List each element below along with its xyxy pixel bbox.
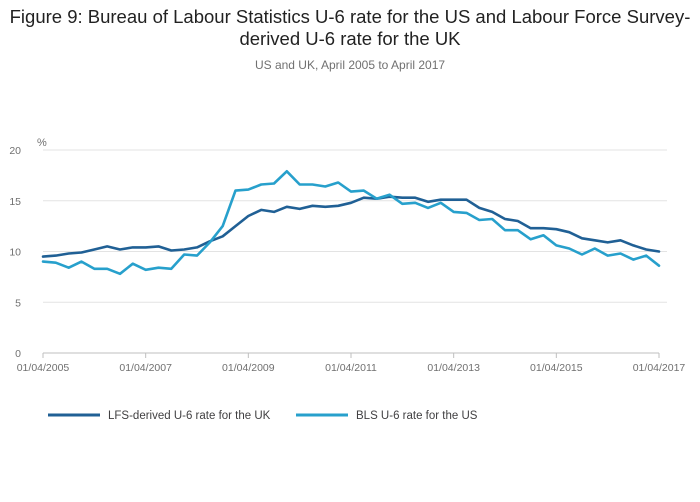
legend-item[interactable]: LFS-derived U-6 rate for the UK — [48, 410, 271, 422]
x-tick-label: 01/04/2005 — [17, 362, 70, 374]
legend-label: BLS U-6 rate for the US — [356, 410, 478, 422]
chart-title: Figure 9: Bureau of Labour Statistics U-… — [9, 6, 691, 49]
y-tick-label: 5 — [15, 297, 21, 309]
legend-label: LFS-derived U-6 rate for the UK — [108, 410, 271, 422]
x-tick-label: 01/04/2017 — [633, 362, 686, 374]
y-tick-label: 10 — [9, 247, 21, 259]
series-lines — [41, 170, 661, 276]
x-tick-label: 01/04/2013 — [427, 362, 480, 374]
legend[interactable]: LFS-derived U-6 rate for the UK BLS U-6 r… — [48, 410, 478, 422]
axes: 0 5 10 15 20 01/04/2005 01/04/2007 01/04/2009 01… — [9, 145, 685, 374]
x-tick-label: 01/04/2015 — [530, 362, 583, 374]
gridlines — [43, 149, 667, 303]
y-tick-label: 20 — [9, 145, 21, 157]
y-tick-label: 15 — [9, 196, 21, 208]
series-line-us — [41, 170, 661, 276]
x-tick-label: 01/04/2007 — [119, 362, 172, 374]
legend-item[interactable]: BLS U-6 rate for the US — [296, 410, 478, 422]
chart-subtitle: US and UK, April 2005 to April 2017 — [254, 58, 446, 72]
series-line-uk — [41, 195, 661, 258]
x-tick-label: 01/04/2009 — [222, 362, 275, 374]
x-tick-label: 01/04/2011 — [325, 362, 377, 374]
y-tick-label: 0 — [15, 348, 21, 360]
y-axis-unit-label: % — [37, 137, 47, 149]
